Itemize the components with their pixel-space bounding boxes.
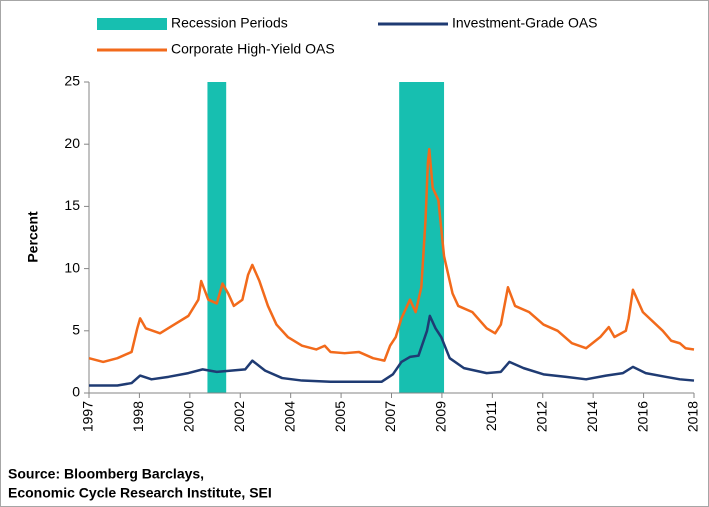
x-tick-label: 2007 [382,401,398,432]
x-tick-label: 2000 [181,401,197,432]
y-tick-label: 15 [64,197,80,213]
y-tick-label: 10 [64,259,80,275]
legend-label: Investment-Grade OAS [452,15,598,31]
x-tick-label: 2005 [332,401,348,432]
x-tick-label: 2009 [433,401,449,432]
y-tick-label: 25 [64,73,80,89]
x-tick-label: 2004 [281,401,297,432]
y-tick-label: 0 [72,384,80,400]
source-line: Source: Bloomberg Barclays, [8,466,204,482]
x-tick-label: 2012 [533,401,549,432]
y-tick-label: 5 [72,322,80,338]
x-tick-label: 1997 [80,401,96,432]
series-line [89,314,695,387]
source-line: Economic Cycle Research Institute, SEI [8,485,272,501]
x-tick-label: 2018 [685,401,701,432]
legend-swatch [97,18,167,30]
x-tick-label: 1998 [130,401,146,432]
x-tick-label: 2002 [231,401,247,432]
recession-band [207,82,227,393]
x-tick-label: 2016 [634,401,650,432]
x-tick-label: 2014 [584,401,600,432]
x-tick-label: 2011 [483,401,499,431]
y-axis-label: Percent [25,211,41,263]
y-tick-label: 20 [64,135,80,151]
series-line [88,147,695,364]
recession-band [399,82,445,393]
legend-label: Corporate High-Yield OAS [171,41,335,57]
legend-label: Recession Periods [171,15,288,31]
